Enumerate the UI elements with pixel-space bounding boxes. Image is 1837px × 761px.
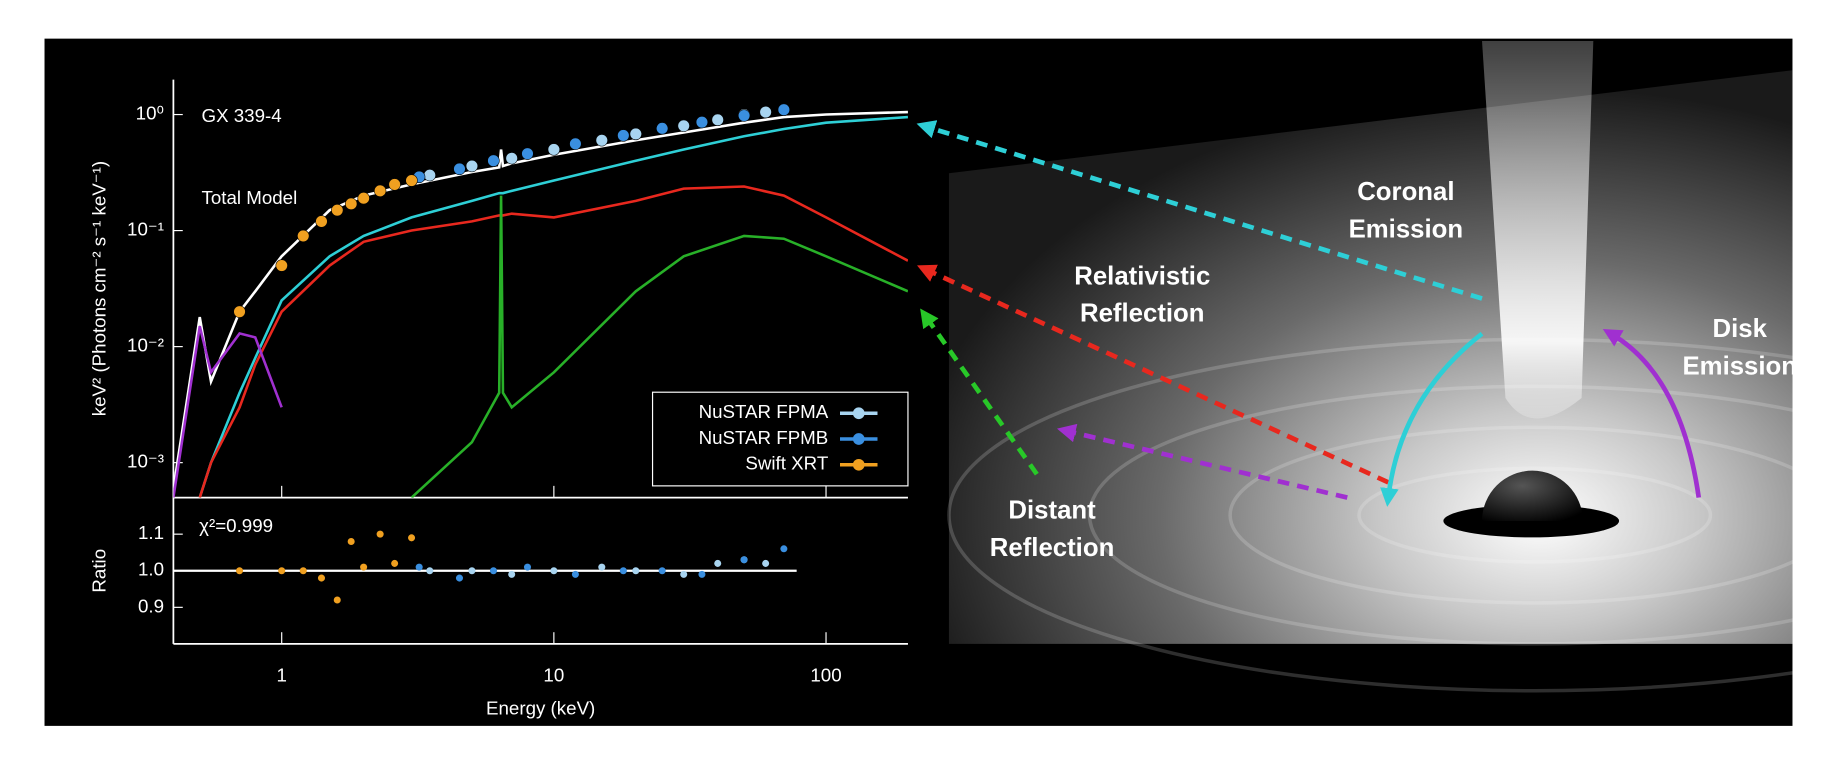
figure: Coronal Emission Relativistic Reflection Dis… [0,0,1837,761]
ratio-axis-label: Ratio [89,549,110,593]
y-tick-label: 10⁻³ [127,451,164,472]
ratio-point [490,567,497,574]
data-point [316,216,328,228]
ratio-point [780,545,787,552]
ratio-point [408,534,415,541]
ratio-point [416,564,423,571]
ratio-annotation: χ²=0.999 [199,515,273,536]
data-point [778,104,790,116]
data-point [276,260,288,272]
ratio-point [377,531,384,538]
data-point [374,185,386,197]
ratio-point [524,564,531,571]
illustration-label: Emission [1682,352,1797,380]
data-point [406,175,418,187]
ratio-point [762,560,769,567]
data-point [738,110,750,122]
legend-label: NuSTAR FPMA [699,401,829,422]
ratio-point [334,597,341,604]
data-point [424,169,436,181]
ratio-point [360,564,367,571]
ratio-point [659,567,666,574]
x-tick-label: 100 [810,665,841,686]
data-point [522,148,534,160]
data-point [630,128,642,140]
illustration-label: Distant [1008,496,1096,524]
legend-swatch [853,433,865,445]
ratio-y-tick-label: 1.0 [138,559,164,580]
data-point [488,155,500,167]
data-point [389,179,401,191]
ratio-point [680,571,687,578]
ratio-point [508,571,515,578]
ratio-point [318,575,325,582]
data-point [596,134,608,146]
model-annotation: Total Model [202,187,298,208]
ratio-point [468,567,475,574]
y-axis-label: keV² (Photons cm⁻² s⁻¹ keV⁻¹) [89,161,110,416]
ratio-point [348,538,355,545]
illustration-label: Reflection [1080,300,1205,328]
data-point [712,114,724,126]
ratio-y-tick-label: 0.9 [138,595,164,616]
data-point [466,160,478,172]
ratio-point [300,567,307,574]
ratio-point [278,567,285,574]
x-axis-label: Energy (keV) [486,697,595,718]
legend-label: Swift XRT [745,453,828,474]
data-point [506,152,518,164]
y-tick-label: 10⁰ [136,102,164,123]
data-point [617,130,629,142]
data-point [656,123,668,135]
data-point [760,106,772,118]
data-point [358,192,370,204]
illustration-label: Emission [1349,215,1464,243]
data-point [696,116,708,128]
ratio-point [456,575,463,582]
ratio-point [620,567,627,574]
ratio-point [698,571,705,578]
data-point [297,230,309,242]
ratio-point [741,556,748,563]
data-point [548,144,560,156]
data-point [234,306,246,318]
ratio-y-tick-label: 1.1 [138,522,164,543]
x-tick-label: 10 [543,665,564,686]
illustration-label: Coronal [1357,178,1454,206]
data-point [678,120,690,132]
ratio-point [714,560,721,567]
illustration-label: Reflection [990,534,1115,562]
data-point [345,198,357,210]
y-tick-label: 10⁻² [127,335,164,356]
legend-swatch [853,459,865,471]
x-tick-label: 1 [276,665,286,686]
illustration-label: Disk [1713,315,1768,343]
chart-title: GX 339-4 [202,105,282,126]
data-point [570,138,582,150]
ratio-point [426,567,433,574]
data-point [454,163,466,175]
ratio-point [598,564,605,571]
legend-swatch [853,407,865,419]
ratio-point [236,567,243,574]
ratio-point [391,560,398,567]
data-point [331,204,343,216]
ratio-point [632,567,639,574]
legend-label: NuSTAR FPMB [699,427,829,448]
y-tick-label: 10⁻¹ [127,219,164,240]
illustration-label: Relativistic [1074,262,1210,290]
ratio-point [550,567,557,574]
ratio-point [572,571,579,578]
